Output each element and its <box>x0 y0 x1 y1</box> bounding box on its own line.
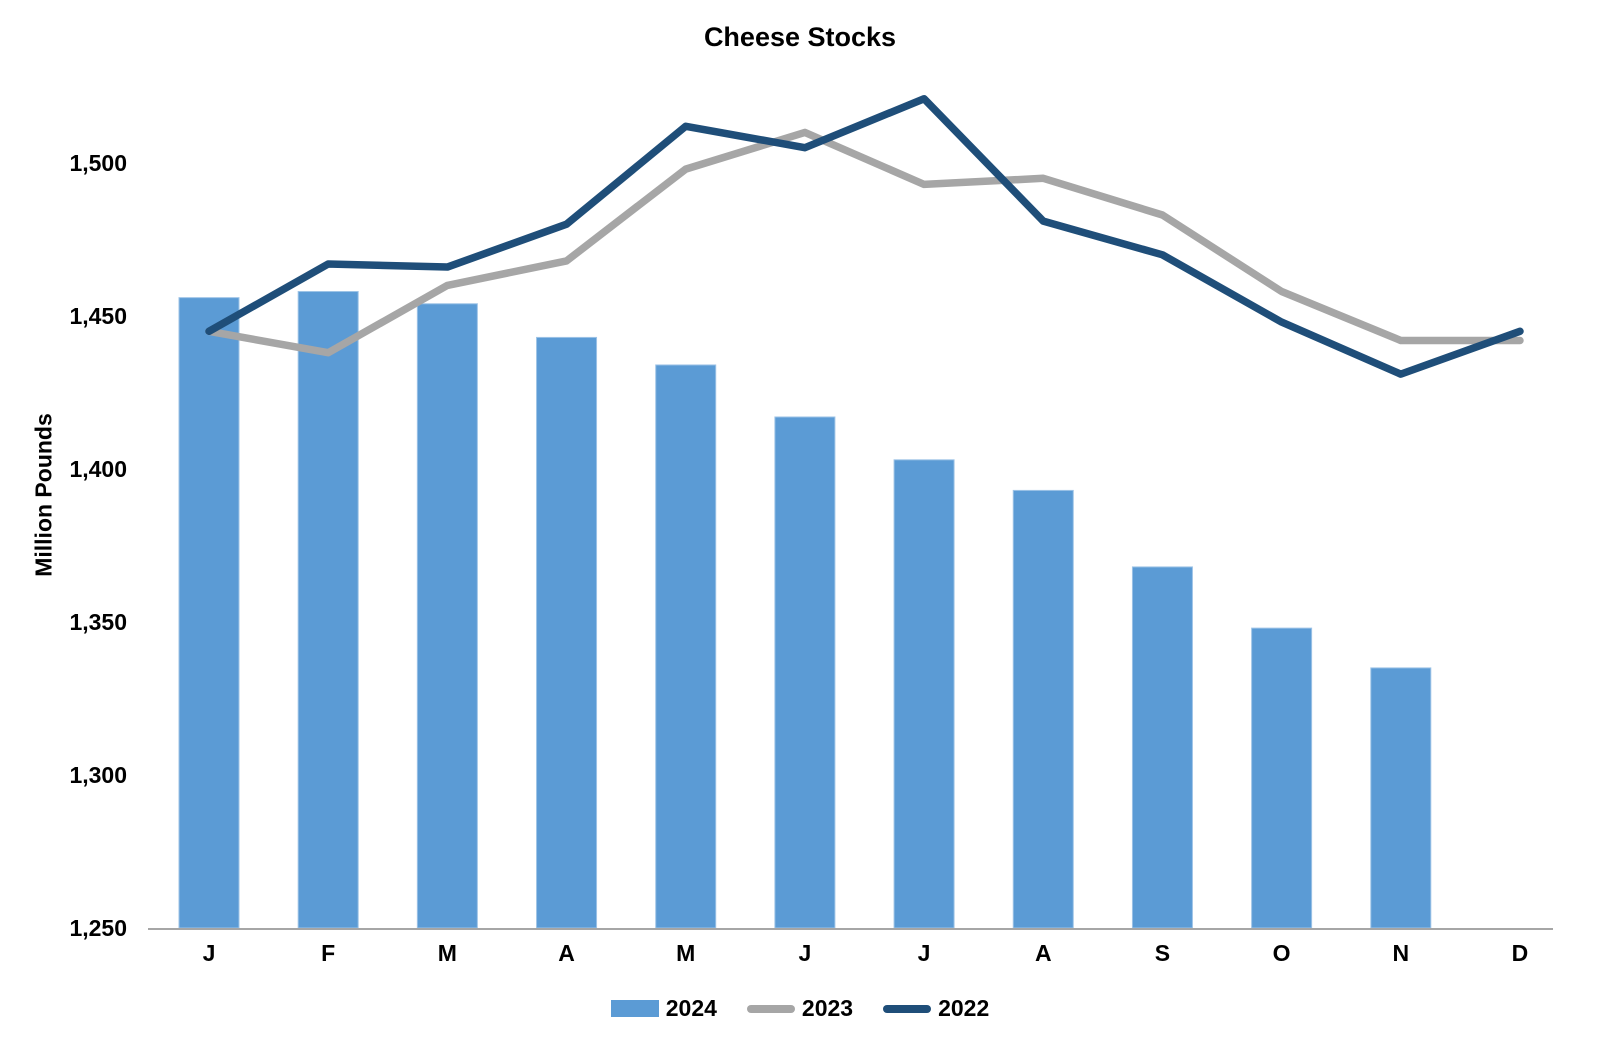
bar-2024-7 <box>893 459 955 929</box>
bar-2024-1 <box>178 297 240 929</box>
legend-item-2024: 2024 <box>610 995 717 1022</box>
x-tick-label-8: A <box>1035 940 1052 966</box>
x-tick-label-7: J <box>918 940 931 966</box>
bar-2024-4 <box>536 336 598 929</box>
y-tick-label-1500: 1,500 <box>69 150 127 176</box>
legend-label-2023: 2023 <box>801 995 854 1021</box>
x-tick-label-3: M <box>438 940 457 966</box>
bar-2024-3 <box>416 303 478 929</box>
legend-item-2022: 2022 <box>883 995 989 1022</box>
x-tick-label-11: N <box>1392 940 1409 966</box>
legend: 2024 2023 2022 <box>0 995 1600 1022</box>
legend-item-2023: 2023 <box>746 995 854 1022</box>
legend-swatch-2022 <box>883 1004 932 1013</box>
line-2022 <box>205 94 1524 378</box>
chart-title: Cheese Stocks <box>703 22 897 52</box>
bar-2024-11 <box>1370 667 1432 929</box>
y-tick-label-1400: 1,400 <box>69 456 127 482</box>
x-tick-label-6: J <box>799 940 812 966</box>
bar-2024-5 <box>655 364 717 929</box>
x-tick-label-4: A <box>558 940 575 966</box>
legend-label-2024: 2024 <box>665 995 717 1021</box>
y-tick-label-1300: 1,300 <box>69 762 127 788</box>
bar-2024-10 <box>1251 627 1313 929</box>
y-tick-label-1350: 1,350 <box>69 609 127 635</box>
legend-swatch-2024 <box>610 1000 659 1017</box>
x-tick-label-10: O <box>1273 940 1291 966</box>
legend-label-2022: 2022 <box>938 995 990 1021</box>
bar-2024-2 <box>297 291 359 929</box>
legend-swatch-2023 <box>746 1004 795 1013</box>
x-tick-label-9: S <box>1155 940 1170 966</box>
x-tick-label-2: F <box>321 940 335 966</box>
bar-2024-8 <box>1012 489 1074 929</box>
x-tick-label-5: M <box>676 940 695 966</box>
bar-2024-6 <box>774 416 836 929</box>
x-tick-label-1: J <box>203 940 216 966</box>
line-2023 <box>205 128 1524 357</box>
bar-2024-9 <box>1131 566 1193 929</box>
y-tick-label-1250: 1,250 <box>69 915 127 941</box>
y-tick-label-1450: 1,450 <box>69 303 127 329</box>
x-tick-label-12: D <box>1512 940 1529 966</box>
